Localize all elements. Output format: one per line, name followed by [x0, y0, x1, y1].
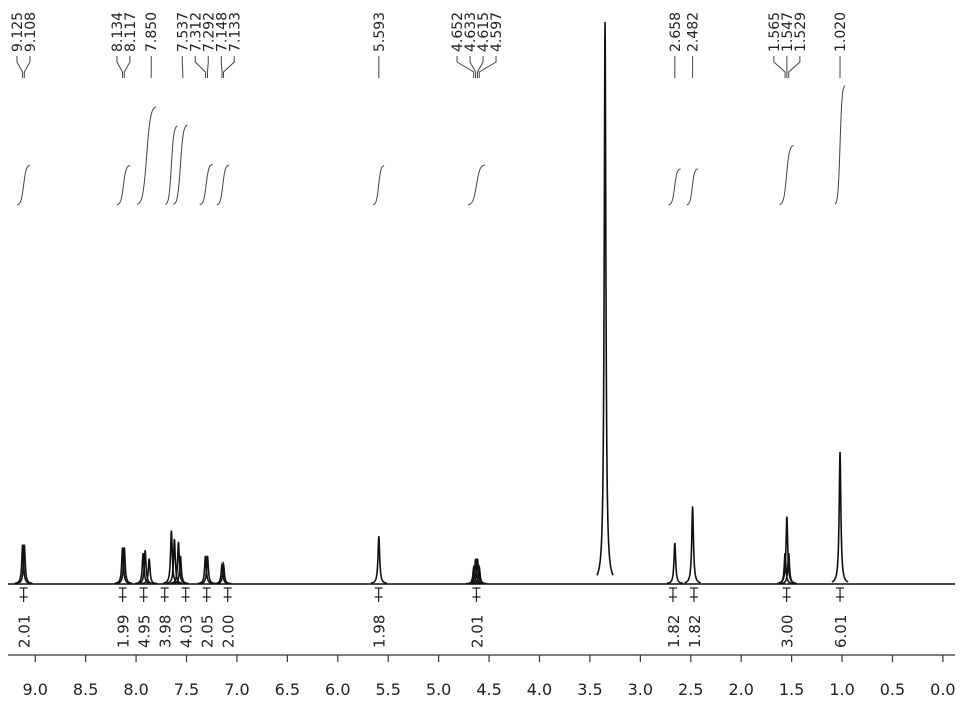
peak: [685, 506, 701, 582]
integral-curve: [200, 164, 213, 204]
integral-marker: [119, 588, 127, 602]
integral-curve: [117, 165, 130, 204]
integral-marker: [836, 588, 844, 602]
peak-label: 1.529: [793, 12, 809, 52]
x-tick-label: 7.0: [224, 680, 249, 699]
peak-label-connector: [117, 56, 123, 78]
peak-label: 7.850: [144, 12, 160, 52]
integral-curve: [669, 169, 681, 205]
integral-label: 2.01: [16, 615, 34, 648]
integral-curve: [687, 169, 698, 205]
peak-label-connector: [457, 56, 474, 78]
peak-label-connector: [479, 56, 496, 78]
x-tick-label: 2.0: [728, 680, 753, 699]
integral-label: 1.82: [665, 615, 683, 648]
integral-curve: [468, 165, 485, 205]
integral-label: 3.00: [779, 615, 797, 648]
integral-label: 1.99: [115, 615, 133, 648]
peak-label-connector: [774, 56, 785, 78]
integral-curve: [780, 145, 794, 204]
integral-curve: [835, 86, 845, 205]
peak-label-connector: [470, 56, 476, 78]
integral-label: 2.05: [199, 615, 217, 648]
x-tick-label: 6.0: [325, 680, 350, 699]
integral-marker: [669, 588, 677, 602]
integral-marker: [690, 588, 698, 602]
x-tick-label: 3.5: [577, 680, 602, 699]
x-tick-label: 1.5: [779, 680, 804, 699]
peak: [371, 536, 387, 583]
x-tick-label: 6.5: [275, 680, 300, 699]
peak-label-connector: [24, 56, 30, 78]
integral-marker: [182, 588, 190, 602]
peak-label-connector: [221, 56, 222, 78]
integral-marker: [783, 588, 791, 602]
integral-curve: [173, 125, 187, 205]
integral-marker: [203, 588, 211, 602]
peak-label-connector: [224, 56, 235, 78]
x-tick-label: 2.5: [678, 680, 703, 699]
integral-marker: [140, 588, 148, 602]
integral-marker: [224, 588, 232, 602]
x-tick-label: 4.0: [527, 680, 552, 699]
integral-curve: [137, 107, 156, 205]
peak: [832, 452, 848, 582]
peak-label-connector: [195, 56, 205, 78]
peak-label-connector: [182, 56, 183, 78]
peak-label-connector: [207, 56, 208, 78]
integral-curve: [17, 165, 30, 205]
x-tick-label: 7.5: [174, 680, 199, 699]
peak-label: 7.133: [227, 12, 243, 52]
peak-label: 4.597: [489, 12, 505, 52]
integral-label: 1.98: [371, 615, 389, 648]
peak-label: 5.593: [372, 12, 388, 52]
integral-label: 4.95: [136, 615, 154, 648]
peak: [667, 543, 683, 583]
x-tick-label: 8.5: [73, 680, 98, 699]
peak-label-connector: [789, 56, 800, 78]
integral-marker: [472, 588, 480, 602]
x-tick-label: 8.0: [123, 680, 148, 699]
x-tick-label: 9.0: [23, 680, 48, 699]
peak-label-connector: [124, 56, 130, 78]
peak-label-connector: [17, 56, 23, 78]
integral-curve: [217, 165, 229, 204]
peak-label: 8.117: [123, 12, 139, 52]
peak-label: 2.482: [686, 12, 702, 52]
integral-marker: [161, 588, 169, 602]
integral-label: 2.01: [468, 615, 486, 648]
page: {"chart_data": { "type": "spectrum", "xl…: [0, 0, 969, 706]
peak: [597, 22, 613, 575]
integral-label: 3.98: [157, 615, 175, 648]
integral-label: 1.82: [686, 615, 704, 648]
peak-label-connector: [477, 56, 483, 78]
x-tick-label: 4.5: [476, 680, 501, 699]
integral-label: 4.03: [178, 615, 196, 648]
x-tick-label: 3.0: [628, 680, 653, 699]
integral-curve: [373, 166, 384, 205]
integral-label: 6.01: [832, 615, 850, 648]
x-tick-label: 5.5: [375, 680, 400, 699]
peak-label: 9.108: [23, 12, 39, 52]
x-tick-label: 0.5: [880, 680, 905, 699]
chart: 9.0 8.5 8.0 7.5 7.0 6.5 6.0 5.5 5.0 4.5 4.0 3.5 3.0 2…: [0, 0, 969, 706]
x-tick-label: 5.0: [426, 680, 451, 699]
x-tick-label: 0.0: [930, 680, 955, 699]
integral-marker: [20, 588, 28, 602]
integral-marker: [375, 588, 383, 602]
integral-curve: [165, 126, 177, 205]
peak-label: 2.658: [668, 12, 684, 52]
x-tick-label: 1.0: [829, 680, 854, 699]
integral-label: 2.00: [220, 615, 238, 648]
peak-label: 1.020: [833, 12, 849, 52]
